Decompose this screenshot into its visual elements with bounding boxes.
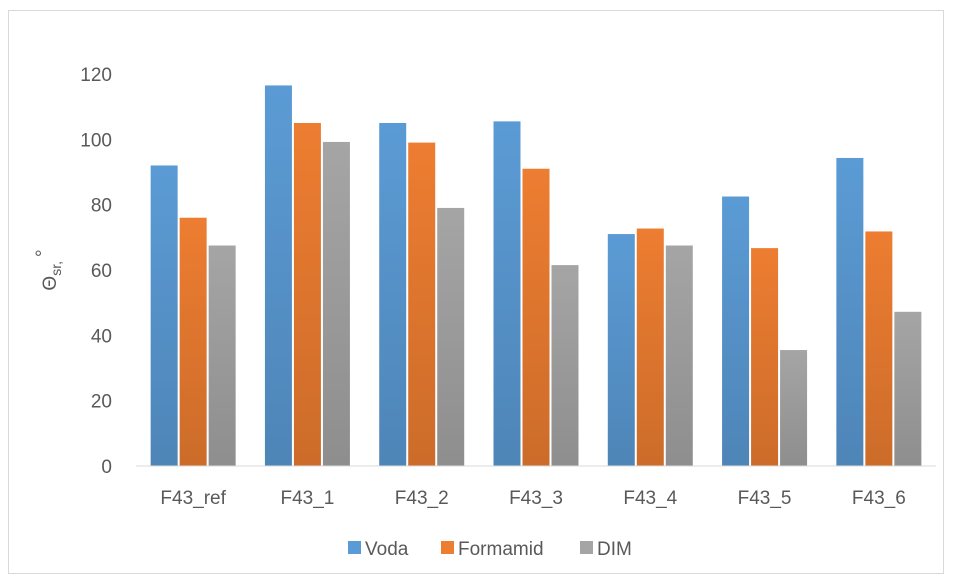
bar-voda-f43_2 — [379, 123, 407, 466]
bar-dim-f43_3 — [551, 265, 579, 466]
x-tick-label: F43_4 — [623, 488, 677, 509]
y-tick-label: 20 — [91, 392, 112, 413]
y-tick-label: 120 — [80, 65, 112, 86]
y-tick-label: 60 — [91, 261, 112, 282]
y-tick-label: 0 — [101, 457, 112, 478]
y-tick-label: 100 — [80, 130, 112, 151]
y-axis-title-sub: sr, — [48, 261, 64, 276]
legend-label-formamid: Formamid — [458, 539, 544, 560]
bar-voda-f43_1 — [264, 85, 292, 466]
bars — [150, 85, 922, 467]
bar-dim-f43_5 — [780, 350, 808, 466]
bar-dim-f43_ref — [208, 245, 236, 466]
bar-voda-f43_5 — [722, 196, 750, 466]
bar-dim-f43_2 — [437, 207, 465, 466]
legend-label-voda: Voda — [365, 539, 409, 560]
y-axis-title: Θsr, ° — [33, 249, 64, 290]
bar-formamid-f43_2 — [408, 142, 436, 466]
y-axis-title-main: Θ — [40, 276, 61, 291]
legend-swatch-dim — [580, 541, 593, 554]
legend-swatch-voda — [348, 541, 361, 554]
x-tick-label: F43_ref — [160, 488, 226, 509]
y-axis-ticks: 0 20 40 60 80 100 120 — [80, 65, 112, 478]
x-tick-label: F43_1 — [280, 488, 334, 509]
bar-voda-f43_ref — [150, 165, 178, 466]
y-axis-title-unit: ° — [33, 249, 54, 257]
bar-voda-f43_6 — [836, 157, 864, 466]
x-tick-label: F43_5 — [738, 488, 792, 509]
legend: Voda Formamid DIM — [348, 539, 632, 560]
x-axis-ticks: F43_ref F43_1 F43_2 F43_3 F43_4 F43_5 F43_6 — [160, 488, 905, 509]
legend-label-dim: DIM — [597, 539, 632, 560]
bar-dim-f43_1 — [322, 141, 350, 467]
bar-voda-f43_4 — [607, 234, 635, 466]
bar-dim-f43_6 — [894, 311, 922, 466]
legend-swatch-formamid — [441, 541, 454, 554]
x-tick-label: F43_2 — [395, 488, 449, 509]
bar-voda-f43_3 — [493, 121, 521, 466]
y-tick-label: 80 — [91, 196, 112, 217]
y-tick-label: 40 — [91, 326, 112, 347]
bar-formamid-f43_ref — [179, 217, 207, 466]
bar-dim-f43_4 — [665, 245, 693, 466]
x-tick-label: F43_6 — [852, 488, 906, 509]
bar-formamid-f43_1 — [293, 123, 321, 466]
bar-formamid-f43_5 — [751, 248, 779, 466]
bar-formamid-f43_6 — [865, 231, 893, 466]
bar-formamid-f43_4 — [636, 228, 664, 466]
x-tick-label: F43_3 — [509, 488, 563, 509]
bar-formamid-f43_3 — [522, 168, 550, 466]
